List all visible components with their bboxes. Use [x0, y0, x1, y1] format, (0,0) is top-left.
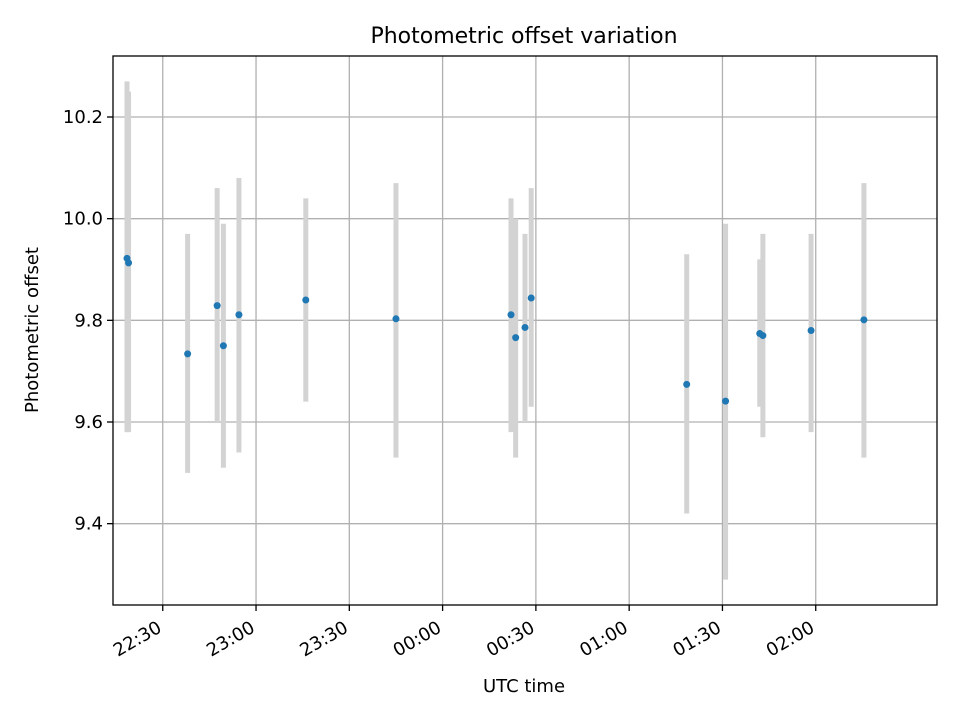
data-point [235, 311, 243, 319]
data-point [759, 332, 767, 340]
data-point [722, 397, 730, 405]
data-point [392, 315, 400, 323]
data-point [521, 323, 529, 331]
data-point [527, 294, 535, 302]
y-tick-label: 10.0 [63, 209, 103, 230]
data-point [807, 327, 815, 334]
data-point [125, 259, 133, 267]
data-point [683, 380, 691, 388]
x-axis-label: UTC time [483, 676, 565, 697]
data-point [219, 342, 227, 350]
axes-frame [112, 55, 938, 606]
data-point [302, 296, 310, 304]
data-point [512, 334, 520, 342]
data-point [507, 311, 515, 319]
y-tick-label: 9.6 [74, 412, 103, 433]
chart-title: Photometric offset variation [370, 24, 677, 49]
data-point [213, 302, 221, 310]
data-point [860, 316, 868, 324]
data-point [184, 350, 192, 358]
y-tick-label: 9.8 [74, 310, 103, 331]
y-tick-label: 10.2 [63, 107, 103, 128]
y-tick-label: 9.4 [74, 514, 103, 535]
y-axis-label: Photometric offset [22, 247, 43, 413]
